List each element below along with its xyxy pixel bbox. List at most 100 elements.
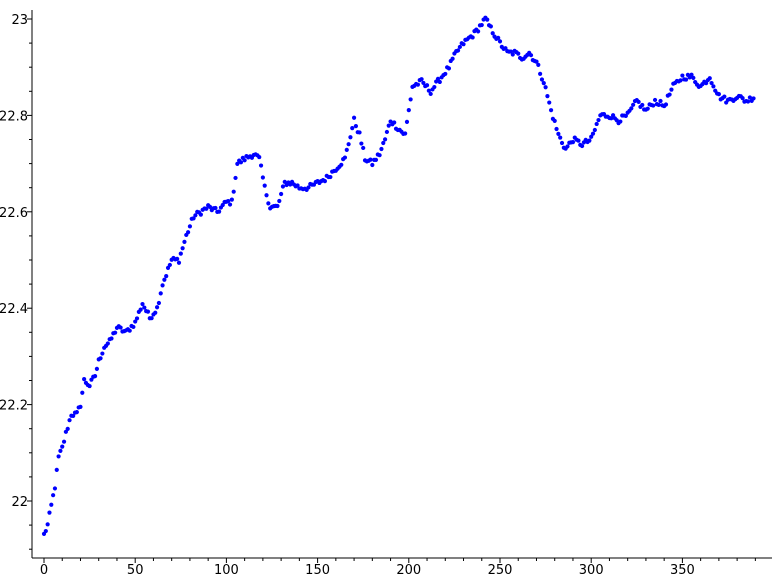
data-point (552, 118, 557, 123)
data-point (359, 141, 364, 146)
data-point (58, 448, 63, 454)
data-point (592, 127, 597, 133)
data-point (357, 130, 362, 135)
data-point (711, 84, 716, 89)
data-point (709, 80, 714, 86)
data-point (167, 262, 172, 268)
data-point (351, 115, 357, 120)
data-point (306, 185, 311, 190)
data-point (651, 103, 656, 108)
data-point (547, 100, 552, 105)
data-point (162, 277, 167, 282)
data-point (67, 418, 72, 423)
data-point (663, 102, 669, 107)
x-tick-label: 350 (670, 563, 695, 578)
data-point (455, 48, 461, 53)
data-point (158, 291, 163, 296)
data-point (623, 113, 628, 118)
data-point (142, 305, 147, 310)
data-point (74, 409, 79, 415)
data-point (596, 117, 601, 123)
data-point (589, 134, 594, 139)
data-point (80, 390, 85, 395)
data-point (534, 59, 539, 64)
data-point (140, 301, 145, 307)
data-point (118, 325, 123, 330)
data-point (426, 88, 431, 93)
data-point (554, 126, 559, 132)
data-point (109, 336, 114, 341)
data-point (587, 138, 592, 143)
data-point (217, 209, 222, 214)
data-point (344, 147, 349, 152)
data-point (496, 35, 501, 40)
data-point (186, 230, 191, 235)
data-point (160, 283, 165, 288)
data-point (204, 206, 209, 211)
data-point (164, 273, 169, 279)
data-point (510, 52, 515, 57)
data-point (645, 106, 650, 111)
axes: 0 50 100 150 200 250 300 350 22 22.2 22.4 22.6 22.8 2… (0, 10, 772, 578)
y-tick-label: 22 (11, 495, 28, 510)
data-point (579, 143, 585, 149)
data-point (559, 140, 565, 146)
data-point (678, 78, 683, 83)
data-point (78, 404, 83, 409)
x-tick-label: 0 (40, 563, 48, 578)
data-point (266, 201, 271, 206)
data-point (704, 81, 709, 86)
data-point (242, 158, 247, 163)
data-point (382, 137, 388, 142)
data-point (652, 97, 658, 103)
data-point (54, 467, 59, 472)
data-point (408, 97, 413, 102)
data-point (470, 35, 475, 40)
data-point (707, 76, 712, 81)
data-point (193, 213, 198, 218)
data-point (415, 82, 421, 87)
data-point (275, 203, 280, 209)
data-point (342, 155, 348, 160)
data-point (370, 162, 375, 168)
data-point (339, 162, 344, 167)
data-point (328, 174, 333, 180)
data-point (424, 83, 430, 88)
data-point (435, 76, 441, 82)
data-point (570, 140, 576, 145)
data-point (131, 324, 136, 330)
data-point (100, 351, 105, 356)
data-point (134, 316, 140, 321)
data-point (258, 163, 264, 168)
data-point (403, 131, 408, 136)
data-point (207, 204, 213, 209)
data-point (227, 202, 233, 207)
data-point (180, 246, 185, 251)
data-point (656, 102, 661, 107)
data-point (565, 144, 570, 149)
data-point (279, 191, 284, 197)
data-point (178, 251, 183, 256)
data-point (594, 121, 599, 127)
y-tick-label: 22.6 (0, 206, 28, 221)
data-point (421, 80, 426, 86)
data-point (154, 305, 160, 310)
data-point (437, 79, 442, 85)
data-point (105, 341, 110, 346)
data-point (392, 120, 397, 125)
data-point (45, 522, 50, 527)
data-point (419, 77, 424, 82)
data-point (156, 300, 162, 306)
data-point (516, 51, 521, 56)
data-point (368, 157, 373, 162)
data-point (350, 126, 355, 131)
data-point (52, 486, 58, 491)
data-point (87, 383, 92, 389)
data-point (406, 108, 411, 113)
data-point (740, 96, 745, 101)
data-point (640, 102, 645, 108)
data-point (609, 116, 614, 121)
data-point (175, 256, 180, 261)
data-point (432, 84, 437, 90)
